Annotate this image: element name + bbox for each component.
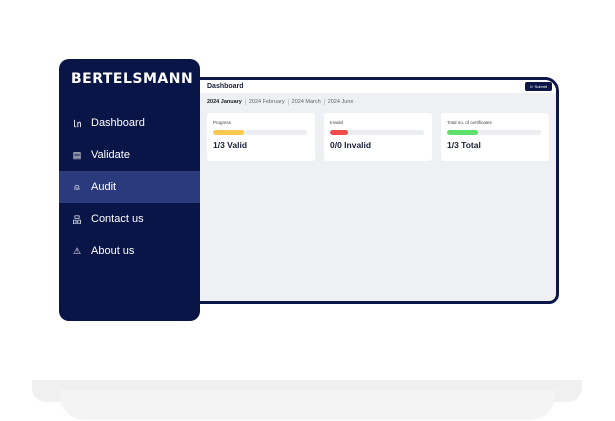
invalid-fill [330, 130, 348, 135]
total-card: Total no. of certificates 1/3 Total [441, 113, 549, 161]
progress-fill [213, 130, 245, 135]
sidebar-item-label: Dashboard [91, 117, 145, 129]
month-tabs: 2024 January 2024 February 2024 March 20… [199, 93, 556, 105]
sidebar-item-label: Audit [91, 181, 117, 193]
card-label: Progress [213, 120, 232, 125]
sidebar-item-audit[interactable]: ⍝ Audit [59, 171, 200, 203]
card-value: 1/3 Valid [213, 140, 248, 150]
sidebar-item-dashboard[interactable]: ㏑ Dashboard [59, 107, 200, 139]
warning-icon: ⚠ [72, 245, 82, 256]
tab-2024-january[interactable]: 2024 January [207, 99, 242, 105]
progress-bar [213, 130, 307, 135]
card-label: Total no. of certificates [447, 120, 492, 125]
sidebar-item-contact-us[interactable]: 品 Contact us [59, 203, 200, 235]
tab-2024-february[interactable]: 2024 February [244, 99, 288, 105]
dashboard-screen: Dashboard ⊳ Submit 2024 January 2024 Feb… [196, 77, 559, 304]
bar-chart-icon: ㏑ [72, 118, 82, 129]
header: Dashboard ⊳ Submit [199, 80, 556, 93]
alarm-icon: ⍝ [74, 181, 80, 192]
device-base [60, 390, 555, 420]
sidebar-item-label: About us [91, 245, 135, 257]
card-value: 0/0 Invalid [330, 140, 372, 150]
document-check-icon: ▤ [72, 149, 82, 160]
total-bar [447, 130, 541, 135]
tab-2024-march[interactable]: 2024 March [287, 99, 324, 105]
sidebar-item-about-us[interactable]: ⚠ About us [59, 235, 200, 267]
sidebar: BERTELSMANN ㏑ Dashboard ▤ Validate ⍝ Audit … [59, 59, 200, 321]
brand-logo: BERTELSMANN [71, 71, 194, 87]
card-value: 1/3 Total [447, 140, 481, 150]
sidebar-item-validate[interactable]: ▤ Validate [59, 139, 200, 171]
card-label: Invalid [330, 120, 344, 125]
sidebar-item-label: Contact us [91, 213, 144, 225]
page-title: Dashboard [207, 83, 244, 90]
submit-button[interactable]: ⊳ Submit [525, 82, 552, 91]
sidebar-item-label: Validate [91, 149, 130, 161]
invalid-bar [330, 130, 424, 135]
tab-2024-june[interactable]: 2024 June [323, 99, 357, 105]
total-fill [447, 130, 479, 135]
invalid-card: Invalid 0/0 Invalid [324, 113, 432, 161]
network-icon: 品 [72, 214, 82, 225]
progress-card: Progress 1/3 Valid [207, 113, 315, 161]
